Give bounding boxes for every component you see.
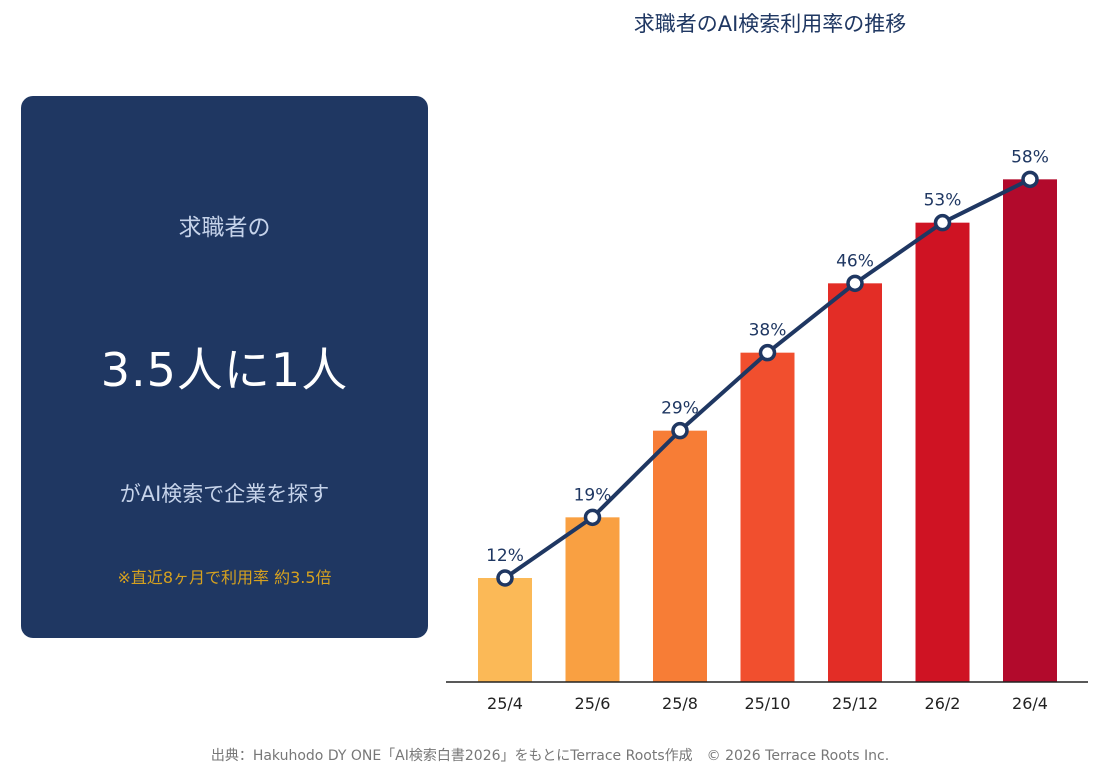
bar-25-4 xyxy=(478,578,532,682)
trend-marker xyxy=(671,421,689,440)
trend-marker xyxy=(1021,170,1039,189)
bar-25-6 xyxy=(565,517,620,682)
x-tick-label: 26/2 xyxy=(925,694,961,713)
bar-25-12 xyxy=(828,283,882,682)
trend-marker xyxy=(583,508,602,527)
x-tick-label: 25/6 xyxy=(575,694,611,713)
source-footer: 出典：Hakuhodo DY ONE「AI検索白書2026」をもとにTerrac… xyxy=(210,748,890,764)
bar-26-4 xyxy=(1003,179,1057,683)
trend-marker xyxy=(846,274,864,293)
value-labels-layer: 12% 19% 29% 38% 46% 53% 58% xyxy=(486,147,1049,566)
x-tick-label: 26/4 xyxy=(1012,694,1048,713)
x-axis: 25/4 25/6 25/8 25/10 25/12 26/2 26/4 xyxy=(446,681,1088,713)
data-label: 12% xyxy=(486,546,524,566)
trend-marker xyxy=(496,569,514,587)
x-tick-label: 25/12 xyxy=(832,694,878,713)
data-label: 58% xyxy=(1011,147,1049,167)
panel-intro-text: 求職者の xyxy=(178,215,271,241)
data-label: 38% xyxy=(749,321,787,341)
trend-marker xyxy=(758,343,777,362)
panel-outro-text: がAI検索で企業を探す xyxy=(119,482,330,506)
data-label: 53% xyxy=(924,191,962,211)
data-label: 29% xyxy=(661,399,699,419)
data-label: 46% xyxy=(836,251,874,271)
bar-25-10 xyxy=(740,352,795,682)
summary-panel: 求職者の 3.5人に1人 がAI検索で企業を探す ※直近8ヶ月で利用率 約3.5… xyxy=(21,96,428,638)
x-tick-label: 25/8 xyxy=(662,694,698,713)
x-tick-label: 25/4 xyxy=(487,694,523,713)
trend-marker xyxy=(933,213,952,232)
panel-note: ※直近8ヶ月で利用率 約3.5倍 xyxy=(117,568,332,587)
bar-25-8 xyxy=(653,430,707,682)
data-label: 19% xyxy=(574,485,612,505)
bar-26-2 xyxy=(915,222,970,682)
trend-line-layer xyxy=(496,170,1039,587)
chart-title: 求職者のAI検索利用率の推移 xyxy=(633,12,907,36)
bars-layer xyxy=(478,179,1057,683)
x-tick-label: 25/10 xyxy=(744,694,790,713)
panel-headline: 3.5人に1人 xyxy=(100,343,349,397)
